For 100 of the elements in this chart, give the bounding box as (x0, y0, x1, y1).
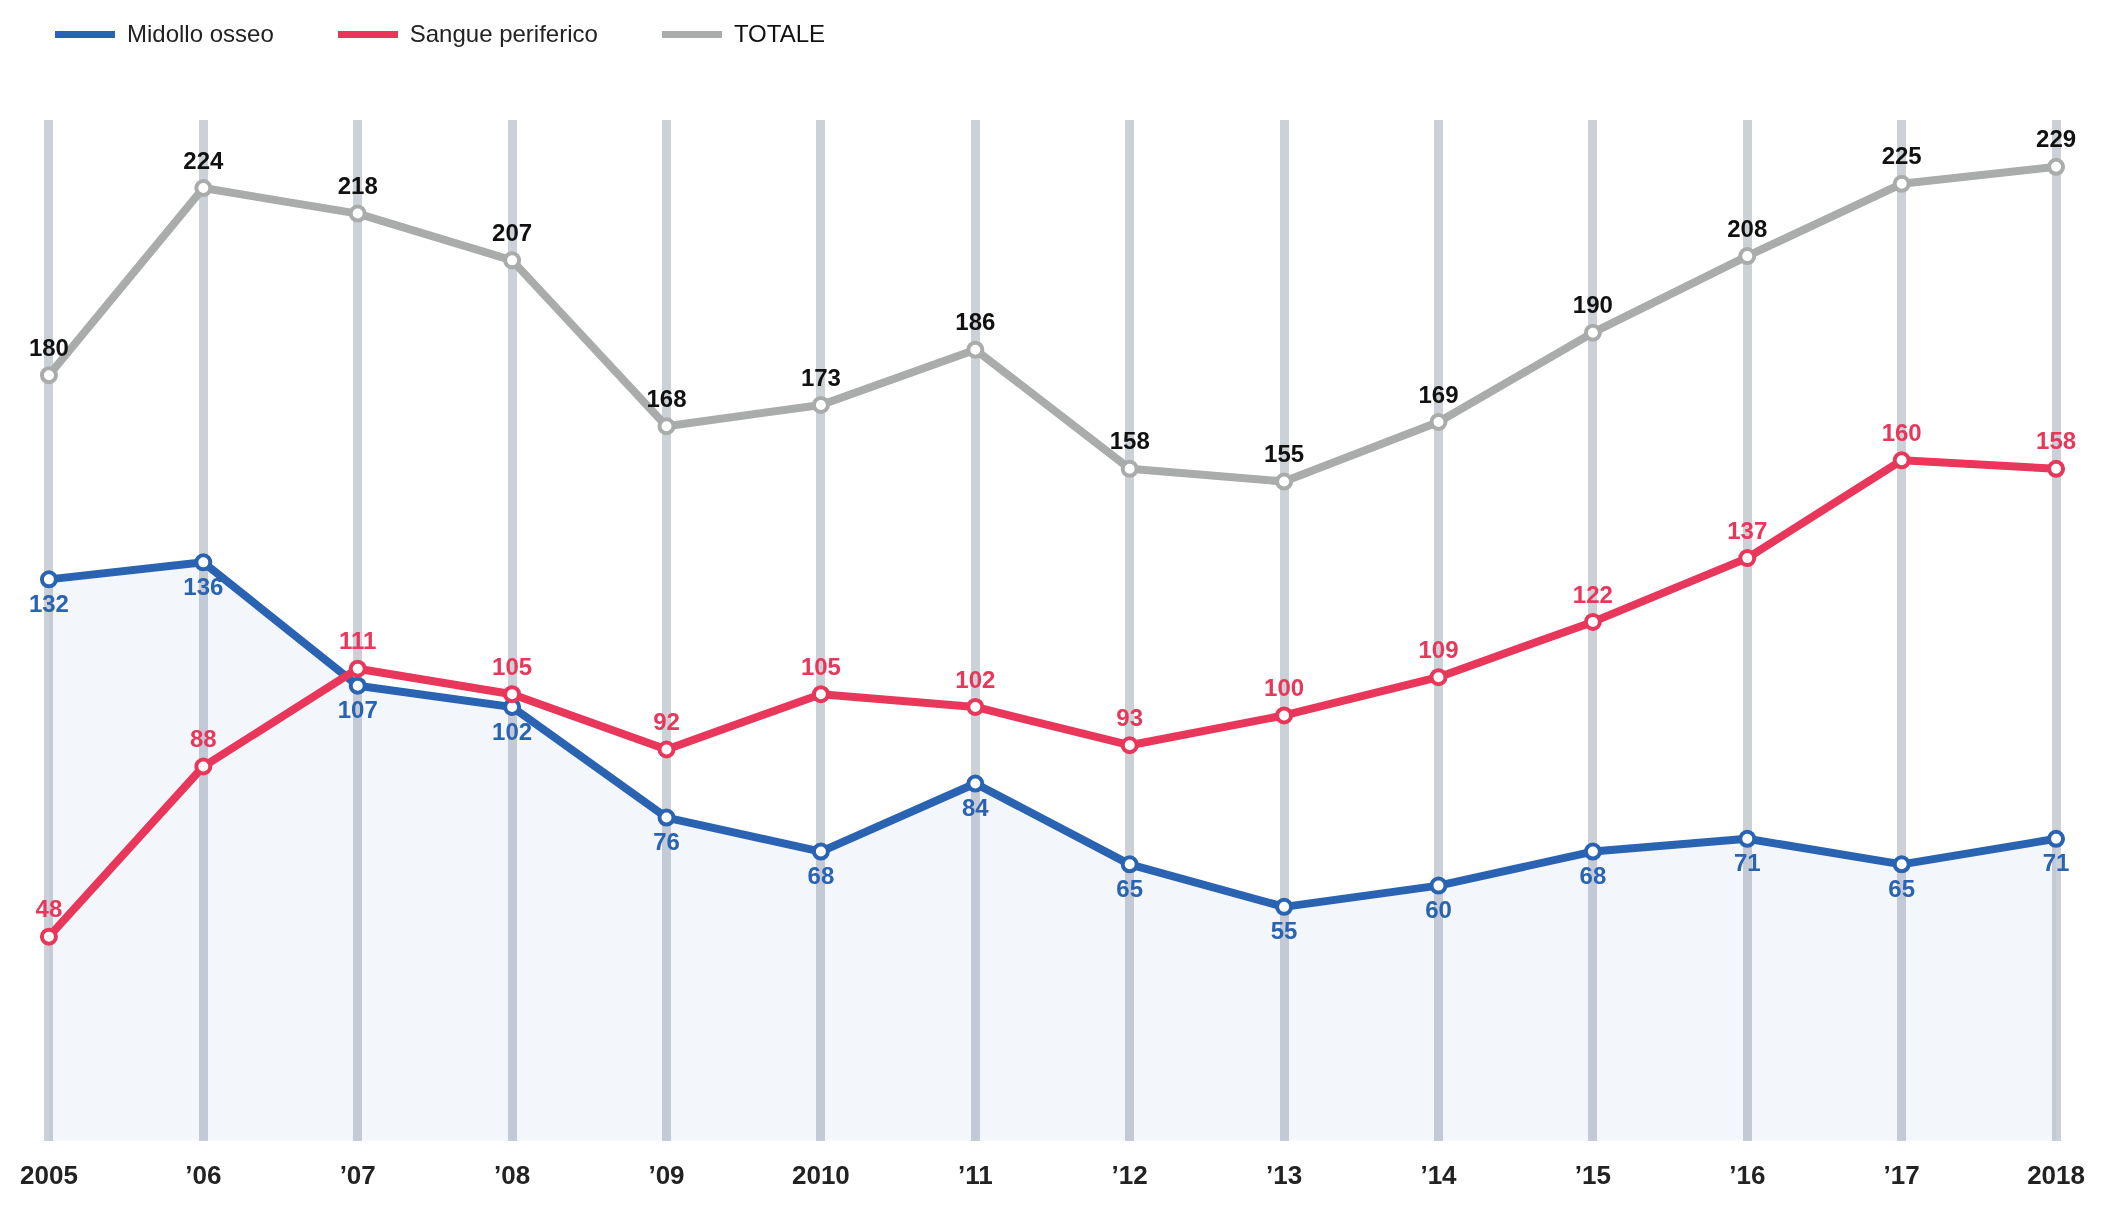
point (503, 685, 522, 704)
point (1429, 412, 1448, 431)
point (1275, 472, 1294, 491)
data-label: 208 (1727, 214, 1768, 242)
x-tick-label: ’16 (1729, 1159, 1766, 1190)
data-label: 158 (1109, 427, 1150, 455)
data-label: 109 (1418, 635, 1459, 663)
data-label: 168 (646, 384, 687, 412)
data-label: 207 (492, 218, 533, 246)
data-label: 122 (1572, 580, 1613, 608)
point (811, 685, 830, 704)
point (1275, 897, 1294, 916)
data-label: 107 (337, 696, 378, 724)
x-tick-label: 2018 (2027, 1159, 2085, 1190)
data-label: 68 (1579, 862, 1607, 890)
point (1892, 174, 1911, 193)
data-label: 48 (35, 895, 63, 923)
legend-label: Sangue periferico (409, 20, 598, 48)
data-label: 160 (1881, 418, 1922, 446)
point (348, 204, 367, 223)
data-label: 88 (189, 725, 217, 753)
x-tick-label: 2010 (791, 1159, 850, 1190)
x-tick-label: ’15 (1574, 1159, 1611, 1190)
point (811, 842, 830, 861)
data-label: 137 (1727, 516, 1768, 544)
point (1738, 829, 1757, 848)
point (657, 740, 676, 759)
point (1892, 451, 1911, 470)
point (348, 659, 367, 678)
x-tick-label: ’12 (1111, 1159, 1148, 1190)
x-tick-label: ’08 (494, 1159, 531, 1190)
x-tick-label: ’06 (185, 1159, 222, 1190)
point (1892, 855, 1911, 874)
point (194, 179, 213, 198)
data-label: 92 (653, 708, 680, 736)
point (1738, 247, 1757, 266)
data-label: 225 (1881, 142, 1922, 170)
x-tick-label: ’17 (1883, 1159, 1920, 1190)
data-label: 155 (1264, 440, 1305, 468)
data-label: 186 (955, 308, 996, 336)
data-label: 158 (2036, 427, 2077, 455)
data-label: 55 (1270, 917, 1298, 945)
point (1275, 706, 1294, 725)
x-tick-label: ’07 (339, 1159, 376, 1190)
data-label: 65 (1116, 874, 1144, 902)
point (348, 676, 367, 695)
data-label: 224 (183, 146, 224, 174)
point (657, 417, 676, 436)
point (2047, 459, 2066, 478)
x-tick-label: ’13 (1266, 1159, 1303, 1190)
point (194, 757, 213, 776)
point (1738, 549, 1757, 568)
point (1429, 668, 1448, 687)
legend-label: TOTALE (733, 20, 826, 48)
data-label: 71 (2042, 849, 2070, 877)
data-label: 93 (1116, 703, 1144, 731)
data-label: 65 (1888, 874, 1916, 902)
point (2047, 829, 2066, 848)
point (1120, 736, 1139, 755)
point (1429, 876, 1448, 895)
data-label: 68 (807, 862, 835, 890)
data-label: 173 (800, 363, 841, 391)
data-label: 136 (183, 572, 224, 600)
data-label: 102 (492, 717, 533, 745)
point (1583, 612, 1602, 631)
data-label: 100 (1264, 674, 1305, 702)
point (2047, 157, 2066, 176)
data-label: 180 (28, 333, 69, 361)
data-label: 102 (955, 665, 996, 693)
legend-label: Midollo osseo (127, 20, 274, 48)
point (966, 340, 985, 359)
data-label: 111 (339, 627, 377, 655)
x-tick-label: ’11 (957, 1159, 993, 1190)
point (1120, 459, 1139, 478)
point (966, 774, 985, 793)
data-label: 105 (800, 652, 841, 680)
point (39, 927, 58, 946)
point (39, 366, 58, 385)
point (657, 808, 676, 827)
data-label: 218 (337, 172, 378, 200)
point (811, 395, 830, 414)
x-tick-label: ’14 (1420, 1159, 1458, 1190)
point (194, 553, 213, 572)
data-label: 229 (2036, 125, 2077, 153)
data-label: 84 (961, 794, 990, 822)
data-label: 60 (1425, 896, 1452, 924)
point (1583, 323, 1602, 342)
data-label: 169 (1418, 380, 1459, 408)
point (1120, 855, 1139, 874)
data-label: 190 (1572, 291, 1613, 319)
point (1583, 842, 1602, 861)
data-label: 132 (28, 589, 69, 617)
data-label: 105 (492, 652, 533, 680)
data-label: 76 (653, 828, 680, 856)
data-label: 71 (1733, 849, 1761, 877)
x-tick-label: 2005 (20, 1159, 78, 1190)
point (503, 251, 522, 270)
x-tick-label: ’09 (648, 1159, 685, 1190)
point (966, 697, 985, 716)
point (39, 570, 58, 589)
